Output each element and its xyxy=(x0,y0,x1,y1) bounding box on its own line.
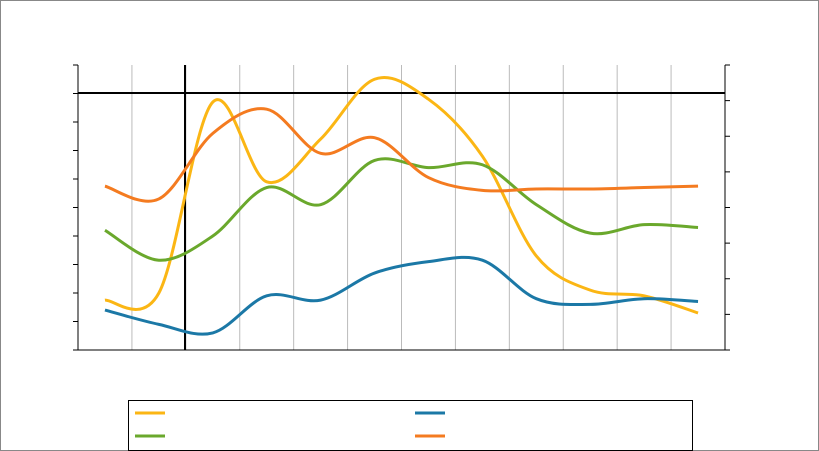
series-line xyxy=(104,157,699,262)
series-line xyxy=(104,107,699,203)
series-line xyxy=(104,76,699,315)
series-line xyxy=(104,255,699,336)
legend xyxy=(128,400,693,451)
